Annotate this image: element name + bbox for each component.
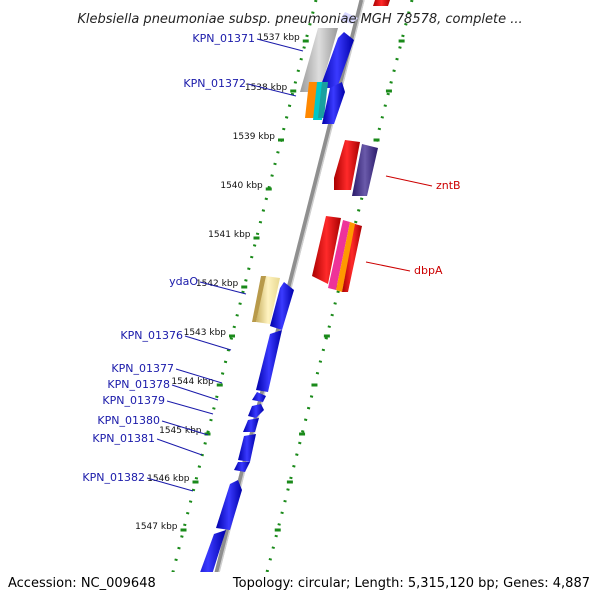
topology-summary: Topology: circular; Length: 5,315,120 bp… [232, 576, 590, 591]
accession-text: Accession: NC_009648 [8, 576, 156, 591]
gene-label[interactable]: KPN_01377 [111, 362, 174, 375]
gene-label[interactable]: KPN_01376 [120, 329, 183, 342]
gene-label[interactable]: KPN_01372 [183, 77, 246, 90]
gene-arrow-ydao [270, 282, 294, 330]
tick-label: 1541 kbp [208, 230, 251, 240]
tick-label: 1540 kbp [220, 181, 263, 191]
gene-label[interactable]: KPN_01381 [92, 432, 155, 445]
leader-line [156, 438, 203, 456]
gene-arrow-kpn01372 [322, 82, 345, 124]
gene-arrow-kpn01380 [238, 434, 256, 462]
leader-line [175, 368, 223, 384]
tick-label: 1542 kbp [196, 279, 239, 289]
gene-label[interactable]: dbpA [414, 264, 443, 277]
gene-feature-gray [300, 28, 338, 92]
gene-track [190, 0, 390, 600]
tick-label: 1545 kbp [159, 426, 202, 436]
leader-line [161, 420, 209, 436]
gene-arrow-kpn01379 [243, 418, 259, 432]
gene-label[interactable]: KPN_01380 [97, 414, 160, 427]
gene-arrow-kpn01378 [248, 404, 264, 418]
gene-arrow-dbpa [342, 224, 362, 292]
gene-feature-orange-2 [336, 222, 356, 292]
leader-line [256, 38, 304, 52]
leader-line [166, 400, 214, 415]
gene-arrow-kpn01377 [252, 392, 266, 402]
gene-feature-ydao [256, 276, 280, 324]
gene-arrow-red-2 [312, 216, 341, 284]
tick-label: 1544 kbp [171, 377, 214, 387]
tick-label: 1538 kbp [245, 83, 288, 93]
gene-arrow-kpn01371 [320, 32, 354, 88]
gene-arrow-kpn01376 [256, 330, 282, 392]
footer-background [0, 572, 600, 600]
gene-feature-ydao-stripe [252, 276, 266, 322]
gene-labels: KPN_01371 KPN_01372 ydaO KPN_01376 KPN_01377… [82, 32, 460, 484]
leader-line [184, 335, 232, 351]
leader-line [247, 83, 297, 97]
map-title: Klebsiella pneumoniae subsp. pneumoniae … [77, 12, 522, 27]
gene-label[interactable]: zntB [436, 179, 461, 192]
leader-line [385, 175, 433, 187]
gene-feature-lavender [340, 12, 358, 24]
gene-arrow-top-red [373, 0, 390, 6]
gene-feature-cyan [318, 82, 328, 118]
tick-label: 1547 kbp [135, 522, 178, 532]
gene-label[interactable]: KPN_01378 [107, 378, 170, 391]
gene-label[interactable]: ydaO [169, 275, 198, 288]
label-leaders [146, 38, 433, 492]
tick-label: 1546 kbp [147, 474, 190, 484]
tick-label: 1539 kbp [233, 132, 276, 142]
tick-label: 1537 kbp [257, 33, 300, 43]
gene-arrow-kpn01382 [216, 480, 242, 530]
gene-label[interactable]: KPN_01382 [82, 471, 145, 484]
leader-line [365, 261, 411, 272]
leader-line [199, 281, 247, 295]
gene-arrow-red-1 [334, 140, 360, 190]
gene-arrow-zntb [352, 144, 378, 196]
gene-arrow-kpn01381 [234, 462, 250, 472]
gene-label[interactable]: KPN_01371 [192, 32, 255, 45]
tick-label: 1543 kbp [184, 328, 227, 338]
leader-line [171, 384, 219, 401]
leader-line [146, 477, 194, 492]
gene-label[interactable]: KPN_01379 [102, 394, 165, 407]
gene-feature-magenta [328, 220, 350, 290]
